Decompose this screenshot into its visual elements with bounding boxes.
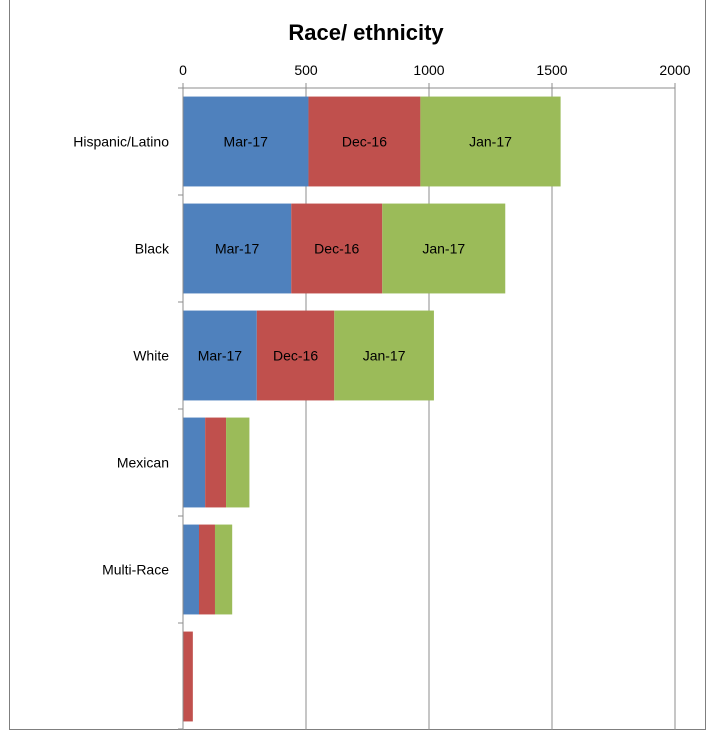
gridlines: [305, 88, 676, 730]
x-tick-label: 500: [294, 62, 318, 78]
bar-segment: [308, 96, 421, 187]
segment-label: Jan-17: [363, 348, 406, 364]
bar-segment: [214, 524, 233, 615]
category-label: Black: [135, 241, 170, 257]
bar-segment: [198, 524, 215, 615]
x-tick-label: 1500: [536, 62, 567, 78]
bar-segment: [226, 417, 250, 508]
chart-title: Race/ ethnicity: [288, 20, 444, 45]
segment-label: Dec-16: [314, 241, 359, 257]
bar-segment: [382, 203, 506, 294]
bar-segment: [420, 96, 561, 187]
x-tick-label: 1000: [413, 62, 444, 78]
x-tick-label: 0: [179, 62, 187, 78]
bar-segment: [183, 310, 257, 401]
x-tick-label: 2000: [659, 62, 690, 78]
bar-segment: [183, 631, 193, 722]
segment-label: Dec-16: [273, 348, 318, 364]
segment-label: Jan-17: [422, 241, 465, 257]
category-label: Hispanic/Latino: [73, 134, 169, 150]
category-label: Mexican: [117, 455, 169, 471]
bar-segment: [183, 524, 199, 615]
segment-label: Mar-17: [215, 241, 260, 257]
segment-label: Jan-17: [469, 134, 512, 150]
bar-segment: [183, 96, 309, 187]
bar-segment: [291, 203, 383, 294]
stacked-bar-chart: Race/ ethnicity Mar-17 Dec-16 Jan-17Mar-17…: [73, 20, 691, 730]
axes: 0 500 1000 1500 2000 Hispanic/Latino Black Whit…: [73, 62, 691, 730]
chart-frame: Race/ ethnicity Mar-17 Dec-16 Jan-17 Mar-17…: [9, 0, 706, 730]
segment-label: Mar-17: [224, 134, 269, 150]
segment-label: Mar-17: [198, 348, 243, 364]
bar-segment: [205, 417, 227, 508]
category-label: White: [133, 348, 169, 364]
bar-segment: [256, 310, 335, 401]
bar-segment: [334, 310, 434, 401]
category-label: Multi-Race: [102, 562, 169, 578]
bar-segment: [183, 203, 292, 294]
segment-label: Dec-16: [342, 134, 387, 150]
bar-segment: [183, 417, 206, 508]
bars: Mar-17 Dec-16 Jan-17 Mar-17 Dec-16 Jan-17 Mar-…: [183, 96, 561, 722]
